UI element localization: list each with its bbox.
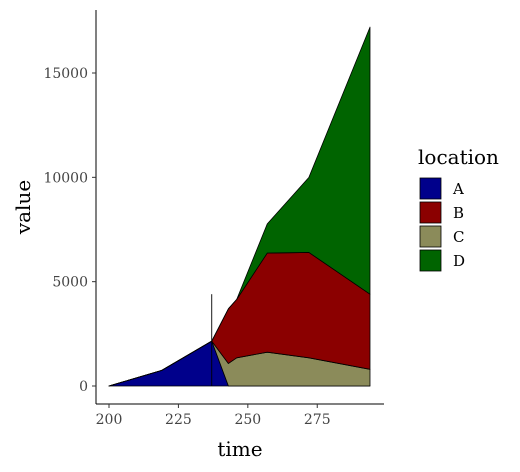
area-series-d xyxy=(108,26,371,387)
y-tick-label: 10000 xyxy=(43,170,88,186)
x-tick-label: 275 xyxy=(304,412,331,428)
y-tick-label: 0 xyxy=(79,379,88,395)
legend-label-a: A xyxy=(452,180,464,198)
legend-key-b xyxy=(419,201,442,224)
legend-label-b: B xyxy=(453,204,464,222)
legend-key-d xyxy=(419,249,442,272)
legend-title: location xyxy=(418,145,499,169)
y-axis-title: value xyxy=(11,180,35,235)
legend-key-c xyxy=(419,225,442,248)
x-tick-label: 250 xyxy=(234,412,261,428)
axes: 200 225 250 275 0 5000 10000 15000 time value xyxy=(11,10,384,461)
legend-key-a xyxy=(419,177,442,200)
x-tick-label: 200 xyxy=(96,412,123,428)
x-tick-label: 225 xyxy=(165,412,192,428)
legend-label-d: D xyxy=(453,252,465,270)
area-layer xyxy=(108,26,371,387)
legend-label-c: C xyxy=(453,228,464,246)
x-axis-title: time xyxy=(217,437,262,461)
y-tick-label: 15000 xyxy=(43,66,88,82)
y-tick-label: 5000 xyxy=(52,275,88,291)
